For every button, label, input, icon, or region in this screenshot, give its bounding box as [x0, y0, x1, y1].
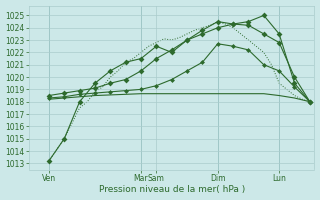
- X-axis label: Pression niveau de la mer( hPa ): Pression niveau de la mer( hPa ): [99, 185, 245, 194]
